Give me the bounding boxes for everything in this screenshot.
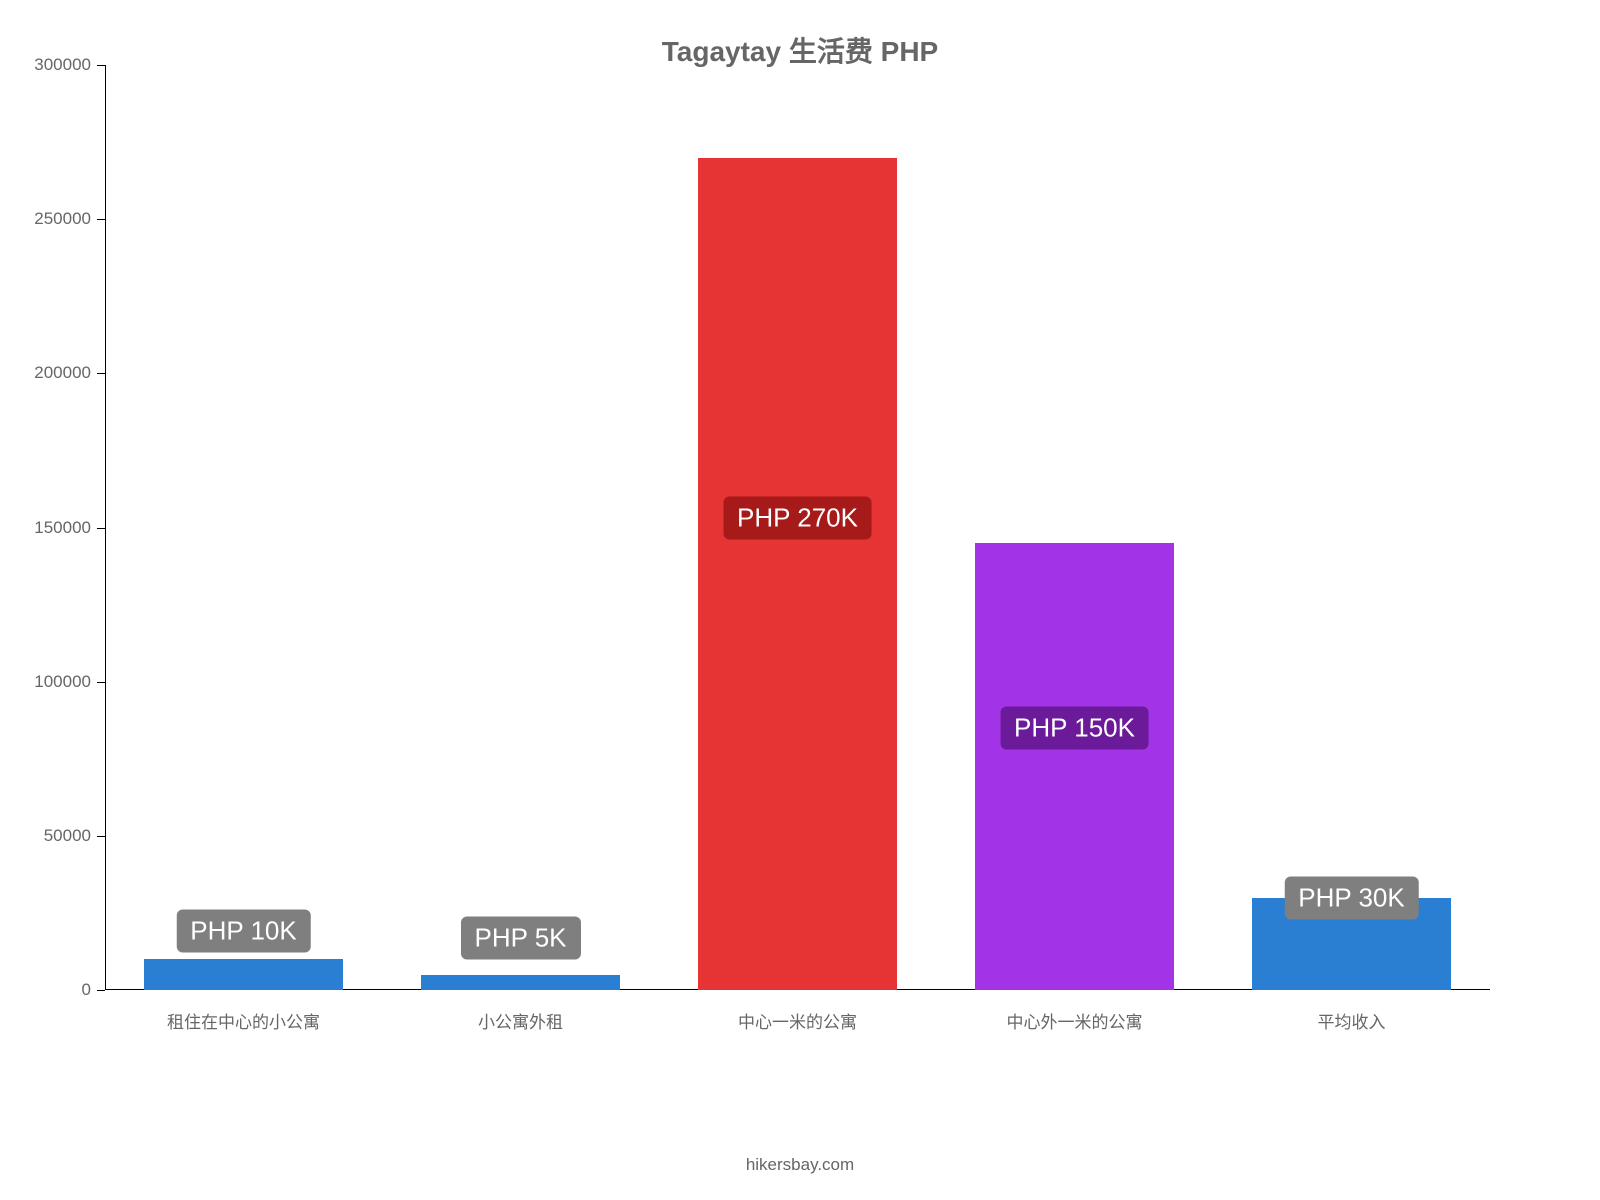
x-tick-label: 小公寓外租 <box>478 1008 563 1033</box>
y-tick-mark <box>97 373 105 374</box>
value-badge: PHP 270K <box>723 497 872 540</box>
y-tick-label: 250000 <box>34 209 105 229</box>
value-badge: PHP 150K <box>1000 706 1149 749</box>
y-tick-label: 200000 <box>34 363 105 383</box>
x-tick-label: 租住在中心的小公寓 <box>167 1008 320 1033</box>
x-tick-label: 平均收入 <box>1318 1008 1386 1033</box>
plot-area: 050000100000150000200000250000300000租住在中… <box>105 65 1490 990</box>
bar <box>144 959 343 990</box>
value-badge: PHP 30K <box>1284 876 1418 919</box>
chart-footer: hikersbay.com <box>0 1155 1600 1175</box>
y-tick-label: 150000 <box>34 518 105 538</box>
y-tick-label: 100000 <box>34 672 105 692</box>
bar <box>698 158 897 991</box>
y-axis-line <box>105 65 106 990</box>
y-tick-mark <box>97 528 105 529</box>
y-tick-mark <box>97 682 105 683</box>
x-tick-label: 中心一米的公寓 <box>738 1008 857 1033</box>
value-badge: PHP 5K <box>460 916 580 959</box>
y-tick-label: 300000 <box>34 55 105 75</box>
y-tick-mark <box>97 65 105 66</box>
bar <box>421 975 620 990</box>
chart-container: Tagaytay 生活费 PHP 05000010000015000020000… <box>0 0 1600 1200</box>
bar <box>975 543 1174 990</box>
x-tick-label: 中心外一米的公寓 <box>1007 1008 1143 1033</box>
y-tick-mark <box>97 219 105 220</box>
y-tick-mark <box>97 990 105 991</box>
value-badge: PHP 10K <box>176 910 310 953</box>
y-tick-label: 50000 <box>44 826 105 846</box>
y-tick-mark <box>97 836 105 837</box>
chart-title: Tagaytay 生活费 PHP <box>0 30 1600 70</box>
